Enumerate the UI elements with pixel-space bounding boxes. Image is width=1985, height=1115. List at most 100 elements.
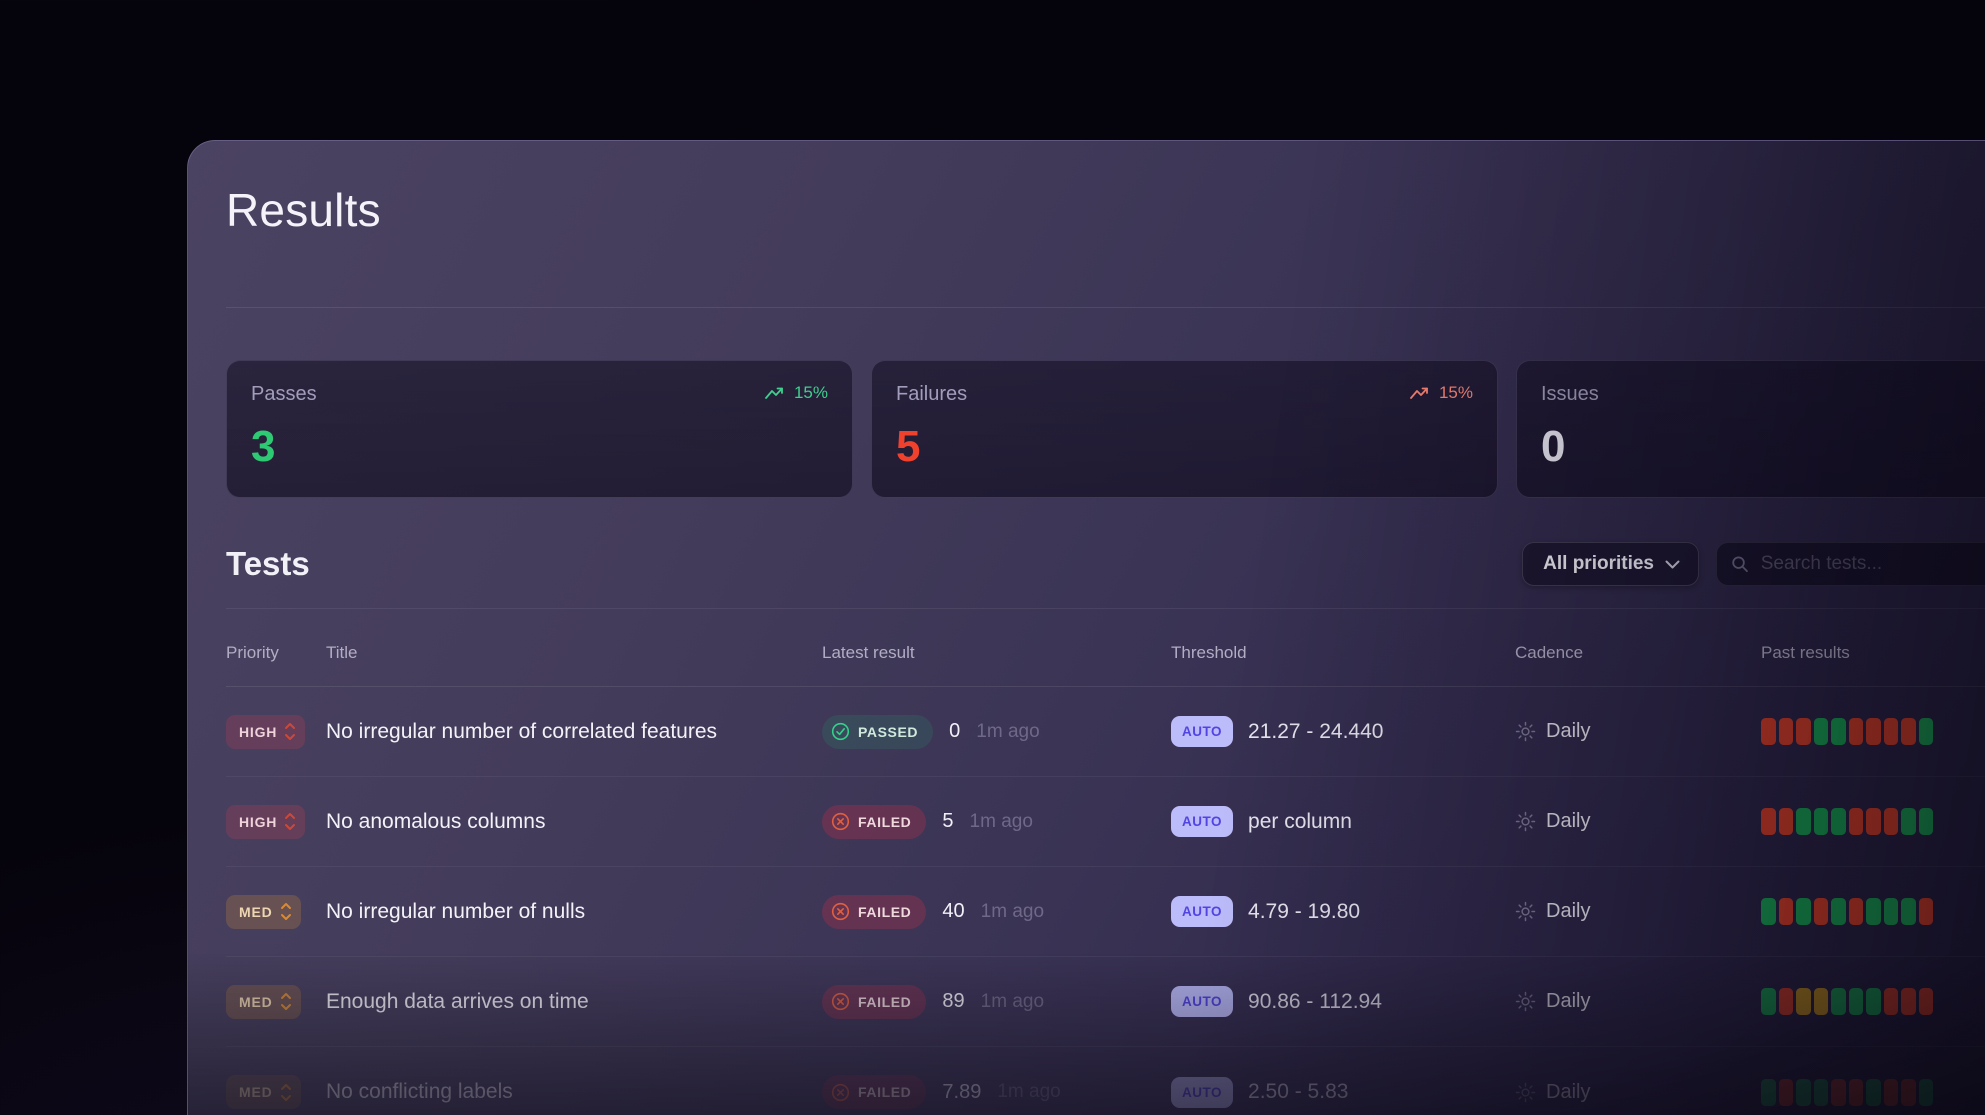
- trending-up-icon: [765, 387, 783, 399]
- col-title: Title: [326, 642, 358, 662]
- x-circle-icon: [831, 902, 850, 921]
- past-result-square: [1901, 1078, 1916, 1106]
- threshold-value: 90.86 - 112.94: [1248, 989, 1382, 1013]
- stat-trend: 15%: [765, 383, 828, 403]
- cadence-label: Daily: [1546, 990, 1591, 1012]
- past-results: [1761, 718, 1985, 745]
- col-cadence: Cadence: [1515, 642, 1584, 662]
- stat-card-passes: Passes 15% 3: [226, 360, 853, 498]
- past-result-square: [1901, 718, 1916, 745]
- past-result-square: [1883, 718, 1898, 745]
- status-pill: PASSED: [822, 714, 934, 749]
- priority-badge[interactable]: HIGH: [226, 714, 306, 749]
- cadence-label: Daily: [1546, 720, 1591, 742]
- latest-value: 0: [949, 720, 961, 742]
- col-past-results: Past results: [1761, 642, 1850, 662]
- past-result-square: [1918, 1078, 1933, 1106]
- past-result-square: [1778, 1078, 1793, 1106]
- past-result-square: [1848, 988, 1863, 1015]
- past-result-square: [1831, 1078, 1846, 1106]
- past-result-square: [1778, 718, 1793, 745]
- past-result-square: [1796, 988, 1811, 1015]
- past-result-square: [1831, 808, 1846, 835]
- status-pill: FAILED: [822, 804, 927, 839]
- priority-badge[interactable]: MED: [226, 984, 301, 1019]
- past-result-square: [1918, 808, 1933, 835]
- stat-label: Failures: [896, 383, 968, 405]
- test-title: No conflicting labels: [326, 1080, 513, 1103]
- stat-trend-value: 15%: [1438, 383, 1473, 402]
- past-result-square: [1918, 898, 1933, 925]
- status-label: PASSED: [858, 723, 919, 740]
- results-panel: Results Passes 15% 3 Failures: [187, 140, 1985, 1115]
- past-result-square: [1866, 718, 1881, 745]
- status-pill: FAILED: [822, 894, 927, 929]
- header-divider: [226, 307, 1985, 308]
- stat-trend: 15%: [1410, 383, 1473, 403]
- past-result-square: [1778, 898, 1793, 925]
- auto-badge: AUTO: [1171, 896, 1234, 927]
- test-title: No irregular number of correlated featur…: [326, 719, 718, 743]
- priority-label: HIGH: [239, 813, 278, 830]
- search-icon: [1732, 556, 1748, 572]
- past-result-square: [1848, 1078, 1863, 1106]
- past-result-square: [1813, 808, 1828, 835]
- past-results: [1761, 808, 1985, 835]
- cadence-label: Daily: [1546, 1080, 1591, 1103]
- sun-icon: [1515, 1082, 1536, 1102]
- past-result-square: [1848, 718, 1863, 745]
- past-result-square: [1831, 718, 1846, 745]
- table-row[interactable]: MED No conflicting labels FAILED 7.89 1m…: [226, 1047, 1985, 1115]
- col-threshold: Threshold: [1171, 642, 1247, 662]
- col-priority: Priority: [226, 642, 279, 662]
- latest-time: 1m ago: [980, 900, 1045, 922]
- past-result-square: [1813, 718, 1828, 745]
- past-result-square: [1778, 988, 1793, 1015]
- past-result-square: [1901, 988, 1916, 1015]
- stats-row: Passes 15% 3 Failures 15% 5: [226, 360, 1985, 498]
- latest-time: 1m ago: [980, 990, 1045, 1012]
- past-result-square: [1901, 898, 1916, 925]
- priority-updown-icon: [280, 993, 291, 1010]
- past-result-square: [1761, 898, 1776, 925]
- sun-icon: [1515, 721, 1536, 742]
- threshold-value: 4.79 - 19.80: [1248, 899, 1361, 923]
- past-result-square: [1831, 898, 1846, 925]
- past-result-square: [1813, 1078, 1828, 1106]
- test-title: Enough data arrives on time: [326, 989, 589, 1013]
- search-input[interactable]: [1760, 553, 1985, 575]
- past-result-square: [1761, 988, 1776, 1015]
- table-row[interactable]: MED Enough data arrives on time FAILED 8…: [226, 957, 1985, 1047]
- search-box[interactable]: [1716, 542, 1985, 586]
- auto-badge: AUTO: [1171, 986, 1234, 1017]
- stat-value: 0: [1541, 422, 1566, 471]
- past-result-square: [1848, 898, 1863, 925]
- stat-label: Issues: [1541, 383, 1599, 405]
- past-result-square: [1813, 898, 1828, 925]
- latest-time: 1m ago: [997, 1081, 1061, 1102]
- stat-card-issues: Issues 0: [1516, 360, 1985, 498]
- past-results: [1761, 988, 1985, 1015]
- table-row[interactable]: HIGH No irregular number of correlated f…: [226, 687, 1985, 777]
- past-result-square: [1796, 808, 1811, 835]
- table-row[interactable]: HIGH No anomalous columns FAILED 5 1m ag…: [226, 777, 1985, 867]
- past-result-square: [1831, 988, 1846, 1015]
- past-result-square: [1883, 988, 1898, 1015]
- table-row[interactable]: MED No irregular number of nulls FAILED …: [226, 867, 1985, 957]
- priority-filter-dropdown[interactable]: All priorities: [1522, 542, 1699, 586]
- cadence-label: Daily: [1546, 900, 1591, 922]
- past-result-square: [1778, 808, 1793, 835]
- past-result-square: [1883, 808, 1898, 835]
- trending-up-icon: [1410, 387, 1428, 399]
- priority-badge[interactable]: HIGH: [226, 804, 306, 839]
- test-title: No irregular number of nulls: [326, 899, 586, 923]
- col-latest-result: Latest result: [822, 642, 915, 662]
- priority-updown-icon: [280, 1083, 291, 1101]
- stat-label: Passes: [251, 383, 317, 405]
- priority-badge[interactable]: MED: [226, 1075, 301, 1109]
- auto-badge: AUTO: [1171, 806, 1234, 837]
- priority-badge[interactable]: MED: [226, 894, 301, 929]
- priority-label: MED: [239, 903, 273, 920]
- latest-value: 89: [942, 990, 965, 1012]
- past-result-square: [1866, 808, 1881, 835]
